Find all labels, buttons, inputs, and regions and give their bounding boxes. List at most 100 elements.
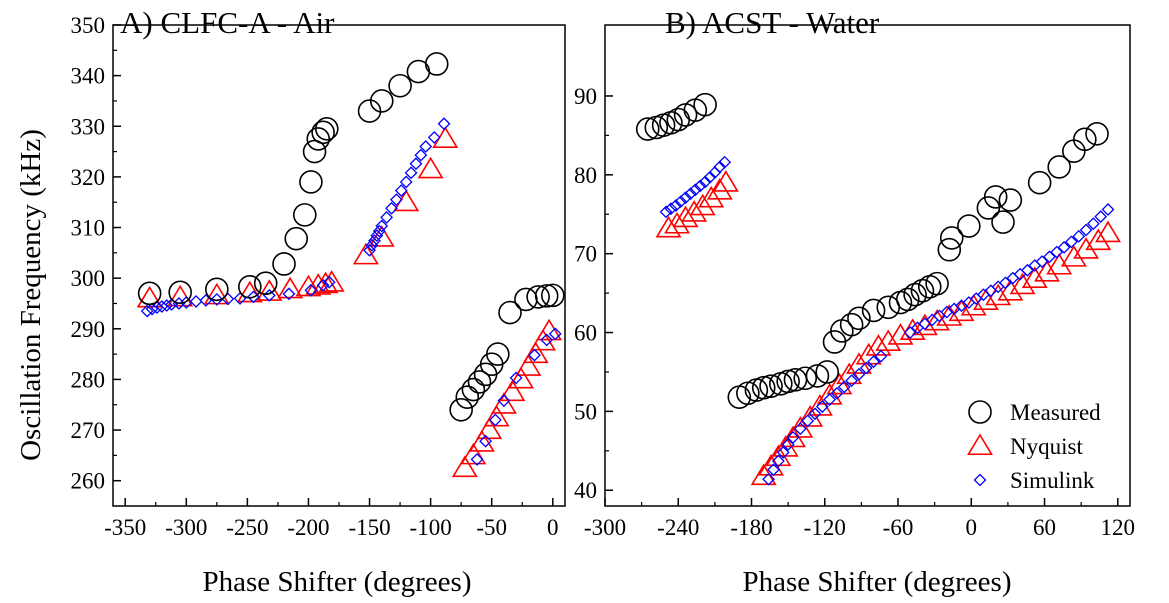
panel-a-measured-point [498,300,522,325]
panel-a-measured-point [306,127,331,151]
panel-b-x-tick-label: -240 [657,515,699,540]
panel-a-simulink-point [488,413,502,427]
y-axis-label: Oscillation Frequency (kHz) [15,129,47,461]
panel-b-measured-point [751,375,776,400]
panel-b-simulink-point [669,199,683,212]
panel-b-simulink-point [786,430,800,444]
panel-a-simulink-point [304,283,318,297]
panel-a-measured-point [284,226,309,251]
panel-b-nyquist-point [698,185,725,208]
panel-b-measured-point [957,214,981,238]
panel-a-nyquist-point [352,242,379,265]
panel-a-measured-point [467,370,492,394]
panel-a-simulink-point [375,219,389,233]
panel-b-simulink-point [999,276,1012,290]
panel-b-simulink-point [684,187,697,201]
panel-b-simulink-point [874,349,888,363]
panel-a-y-tick-label: 330 [71,114,106,139]
panel-b-x-tick-label: 0 [966,515,978,540]
panel-a-simulink-point [380,210,394,224]
panel-a-simulink-point [322,275,336,289]
panel-a-y-tick-label: 300 [71,266,106,291]
panel-b-nyquist-point [712,170,739,192]
panel-a-measured-point [272,252,296,276]
panel-a-y-tick-label: 310 [71,216,106,241]
legend-nyquist-label: Nyquist [1010,434,1083,459]
panel-a-nyquist-point [508,366,534,389]
panel-b-simulink-point [1021,263,1034,277]
panel-b-simulink-point [1064,235,1078,249]
panel-b-simulink-point [718,155,732,169]
panel-b: B) ACST - Water Phase Shifter (degrees) … [574,5,1135,598]
panel-a-measured-point [424,52,449,76]
panel-b-measured-point [998,188,1023,212]
panel-b-simulink-point [762,472,776,486]
panel-a-measured-point [540,283,565,308]
panel-a-nyquist-point [490,392,517,414]
panel-b-measured-point [635,117,660,141]
panel-b-simulink-point [801,414,815,428]
panel-a-simulink-point [437,117,451,131]
panel-b-measured-point [991,210,1015,234]
panel-b-nyquist-point [1034,260,1060,282]
panel-b-nyquist-point [664,211,690,234]
panel-b-simulink-point [867,355,881,369]
panel-b-simulink-point [698,175,712,189]
panel-a-simulink-point [394,184,408,197]
panel-a-x-tick-label: 0 [547,515,559,540]
panel-b-measured-point [895,287,920,312]
panel-b-title: B) ACST - Water [665,5,880,40]
panel-b-simulink-point [852,367,866,381]
panel-b-measured-point [1073,127,1097,152]
panel-b-simulink-point [1086,217,1100,231]
panel-a-simulink-point [497,394,511,408]
panel-b-nyquist-point [797,405,824,427]
panel-a-title: A) CLFC-A - Air [120,5,335,40]
panel-b-measured-point [983,185,1008,209]
panel-b-simulink-point [1042,250,1056,264]
panel-b-measured-point [1085,122,1109,146]
panel-b-simulink-point [830,386,844,400]
panel-a-simulink-point [419,140,433,153]
panel-b-simulink-point [815,400,829,414]
panel-b-x-tick-label: 60 [1033,515,1056,540]
panel-a-measured-point [292,203,317,227]
panel-b-simulink-point [679,191,693,205]
panel-a-measured-point [168,280,192,305]
panel-a-x-tick-label: -350 [104,515,146,540]
panel-a-measured-point [449,397,473,422]
panel-b-nyquist-point [924,308,951,331]
legend-nyquist-marker [967,433,993,456]
panel-b-nyquist-point [1046,252,1073,275]
panel-a-simulink-point [282,287,296,301]
panel-a-measured-point [357,99,382,123]
panel-b-x-tick-label: 120 [1101,515,1136,540]
panel-b-simulink-point [1035,255,1049,268]
panel-a-nyquist-point [476,417,503,440]
panel-a-measured-point [534,284,559,308]
panel-a-measured-point [369,89,394,113]
panel-a-y-tick-label: 260 [71,469,106,494]
panel-b-simulink-point [1057,240,1071,254]
panel-a-simulink-point [409,157,423,171]
panel-a-nyquist-point [203,282,230,305]
legend-simulink-label: Simulink [1010,468,1095,493]
panel-b-marks [635,92,1121,486]
panel-b-y-tick-label: 50 [574,399,597,424]
panel-b-measured-point [815,360,840,384]
panel-b-measured-point [1027,170,1052,195]
panel-a-simulink-point [414,148,428,162]
panel-a-nyquist-point [318,270,345,292]
panel-b-simulink-point [859,361,873,375]
panel-a-simulink-point [470,452,484,466]
panel-a-simulink-point [540,333,554,347]
panel-b-measured-point [776,369,800,394]
panel-b-simulink-point [793,422,807,436]
panel-a-x-tick-label: -100 [410,515,452,540]
panel-b-axes: -300 -240 -180 -120 -60 0 60 120 40 50 60 70 80 90 [574,24,1136,540]
panel-b-nyquist-point [997,278,1024,301]
panel-a-y-tick-label: 270 [71,418,106,443]
panel-a-simulink-point [479,434,493,448]
panel-a-nyquist-point [522,341,549,364]
panel-b-measured-point [839,312,864,337]
